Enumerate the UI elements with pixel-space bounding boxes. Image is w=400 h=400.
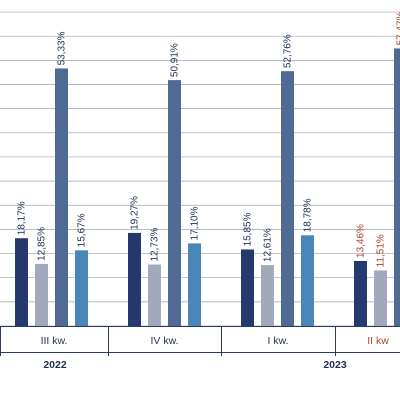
data-label: 12,61% (263, 228, 274, 262)
data-label: 12,85% (37, 227, 48, 261)
data-label: 13,46% (356, 224, 367, 258)
quarter-label: I kw. (267, 335, 288, 347)
quarter-label: II kw (367, 335, 389, 347)
data-label: 18,17% (17, 201, 28, 235)
bar (15, 238, 28, 326)
data-label: 17,10% (190, 206, 201, 240)
value-labels: 18,17% 12,85% 53,33% 15,67% 19,27% 12,73% 50,9… (17, 11, 400, 267)
bar (128, 232, 141, 326)
data-label: 52,76% (283, 34, 294, 68)
data-label: 15,85% (243, 212, 254, 246)
bar (148, 264, 161, 326)
bar (188, 243, 201, 326)
bar (55, 68, 68, 326)
quarter-label: IV kw. (150, 335, 178, 347)
bar (35, 263, 48, 326)
data-label: 53,33% (57, 31, 68, 65)
data-label: 18,78% (303, 198, 314, 232)
bar (394, 48, 400, 327)
bar (168, 80, 181, 326)
year-label: 2022 (43, 359, 67, 371)
data-label: 50,91% (170, 43, 181, 77)
category-axis: III kw. IV kw. I kw. II kw 2022 2023 (0, 326, 400, 371)
data-label: 15,67% (77, 213, 88, 247)
bar (354, 260, 367, 326)
data-label: 12,73% (150, 227, 161, 261)
data-label: 57,47% (396, 11, 400, 45)
bars (15, 48, 400, 327)
bar (301, 235, 314, 326)
year-label: 2023 (323, 359, 347, 371)
bar (75, 250, 88, 326)
quarter-label: III kw. (41, 335, 68, 347)
bar (374, 270, 387, 326)
data-label: 19,27% (130, 196, 141, 230)
data-label: 11,51% (376, 234, 387, 267)
bar (281, 71, 294, 327)
bar (241, 249, 254, 326)
bar (261, 265, 274, 326)
